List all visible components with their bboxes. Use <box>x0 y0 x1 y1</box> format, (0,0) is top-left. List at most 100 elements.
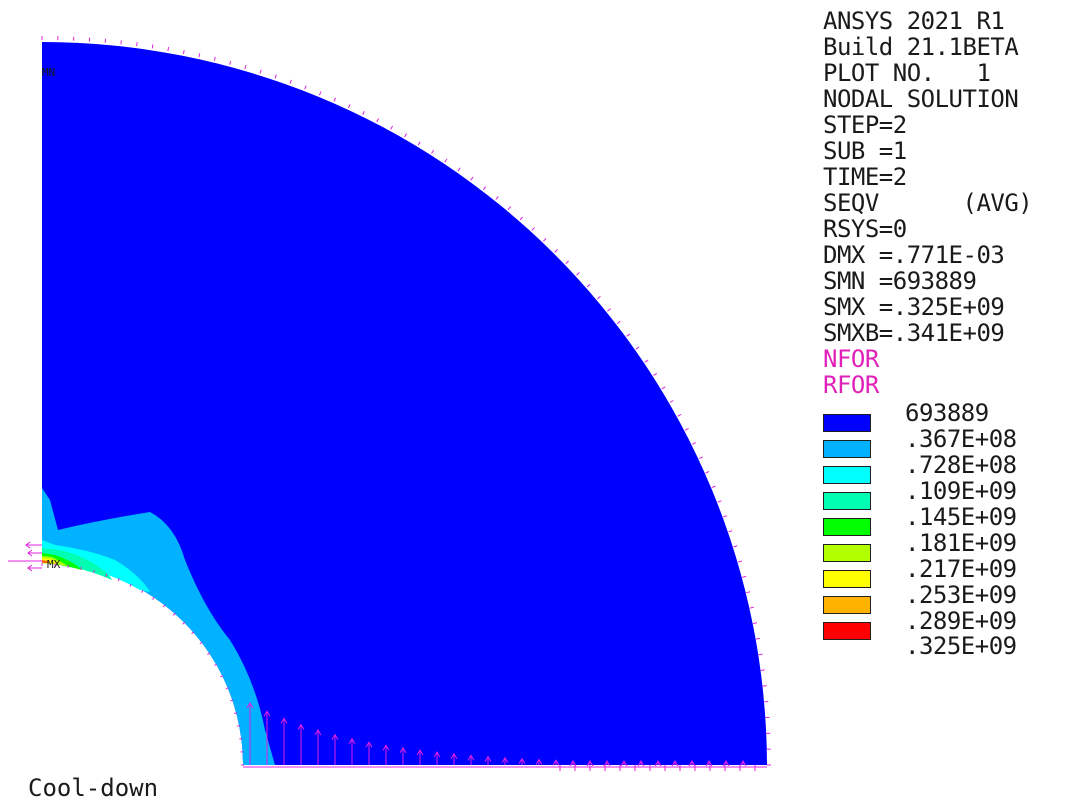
legend-label: .367E+08 <box>905 425 1017 453</box>
boundary-tick <box>507 206 511 210</box>
legend-label: .289E+09 <box>905 607 1017 635</box>
boundary-tick <box>626 333 631 337</box>
boundary-tick <box>230 699 234 702</box>
boundary-tick <box>136 42 138 47</box>
boundary-tick <box>105 573 108 577</box>
legend-label: .145E+09 <box>905 503 1017 531</box>
boundary-tick <box>362 110 365 115</box>
boundary-tick <box>644 359 649 363</box>
reaction-arrow <box>552 759 560 766</box>
legend-label: .181E+09 <box>905 529 1017 557</box>
boundary-tick <box>653 372 658 376</box>
reaction-arrow <box>348 737 356 765</box>
reaction-force-arrows <box>243 702 767 771</box>
model-region <box>42 42 767 765</box>
boundary-tick <box>737 560 743 563</box>
boundary-tick <box>404 133 407 138</box>
boundary-tick <box>554 249 558 253</box>
boundary-tick <box>705 470 710 474</box>
reaction-arrow <box>705 760 713 767</box>
boundary-tick <box>390 125 394 130</box>
info-line: ANSYS 2021 R1 <box>823 7 1005 35</box>
info-line: NODAL SOLUTION <box>823 85 1019 113</box>
boundary-tick <box>333 97 337 102</box>
boundary-tick <box>93 569 95 573</box>
reaction-arrow <box>467 754 475 765</box>
legend-row: .367E+08 <box>823 425 1073 458</box>
legend-row: .145E+09 <box>823 503 1073 536</box>
reaction-arrow <box>501 756 509 765</box>
legend-row: .109E+09 <box>823 477 1073 510</box>
reaction-arrow <box>484 755 492 765</box>
reaction-arrow <box>722 760 730 767</box>
boundary-tick <box>723 515 728 518</box>
legend-label: .728E+08 <box>905 451 1017 479</box>
boundary-tick <box>182 49 185 55</box>
stress-band-5 <box>42 556 68 566</box>
info-line: SEQV (AVG) <box>823 189 1033 217</box>
reaction-arrow <box>331 733 339 765</box>
reaction-arrow <box>450 752 458 765</box>
boundary-tick <box>597 296 601 300</box>
legend-row: .289E+09 <box>823 607 1073 640</box>
boundary-tick <box>431 149 435 154</box>
boundary-tick <box>347 104 351 109</box>
reaction-arrow <box>297 723 305 765</box>
boundary-tick <box>162 604 166 608</box>
legend-swatch <box>823 622 871 640</box>
boundary-tick <box>259 69 262 74</box>
boundary-tick <box>237 725 241 727</box>
reaction-arrow <box>569 759 577 767</box>
max-marker: MX <box>47 558 61 571</box>
reaction-arrow <box>688 760 696 767</box>
reaction-arrow <box>586 760 594 767</box>
boundary-tick <box>635 346 640 350</box>
boundary-tick <box>698 456 703 460</box>
legend-row: 693889 <box>823 399 1073 432</box>
legend-label: .217E+09 <box>905 555 1017 583</box>
info-line: PLOT NO. 1 <box>823 59 991 87</box>
boundary-tick <box>117 578 120 582</box>
boundary-tick <box>182 621 186 625</box>
legend-row: .253E+09 <box>823 582 1073 614</box>
boundary-tick <box>80 566 82 570</box>
legend-label: .109E+09 <box>905 477 1017 505</box>
boundary-tick <box>728 530 733 533</box>
boundary-tick <box>225 687 229 690</box>
boundary-tick <box>191 631 195 635</box>
info-panel: ANSYS 2021 R1 Build 21.1BETA PLOT NO. 1 NOD… <box>823 8 1073 398</box>
stress-band-3 <box>42 548 112 580</box>
boundary-tick <box>220 675 224 678</box>
boundary-tick <box>746 591 751 594</box>
boundary-ticks <box>41 36 771 766</box>
info-line: TIME=2 <box>823 163 907 191</box>
boundary-tick <box>199 641 203 645</box>
reaction-arrow <box>365 741 373 765</box>
boundary-tick <box>417 141 421 146</box>
reaction-arrow <box>739 760 747 767</box>
boundary-tick <box>758 653 763 656</box>
legend-swatch <box>823 414 871 432</box>
boundary-tick <box>304 85 307 90</box>
legend-swatch <box>823 492 871 510</box>
plot-caption: Cool-down <box>28 774 159 802</box>
boundary-tick <box>692 442 697 445</box>
boundary-tick <box>470 176 474 181</box>
boundary-tick <box>616 320 621 325</box>
boundary-tick <box>717 500 722 503</box>
boundary-tick <box>482 186 487 191</box>
legend-row: .181E+09 <box>823 529 1073 562</box>
force-label: NFOR <box>823 345 879 373</box>
info-line: SMX =.325E+09 <box>823 293 1005 321</box>
info-line: Build 21.1BETA <box>823 33 1019 61</box>
boundary-tick <box>684 427 689 431</box>
min-marker: MN <box>42 66 55 79</box>
legend-swatch <box>823 570 871 588</box>
boundary-tick <box>733 545 738 548</box>
legend-row: .728E+08 <box>823 451 1073 484</box>
boundary-tick <box>542 238 547 242</box>
legend-label: 693889 <box>905 399 989 427</box>
info-line: RSYS=0 <box>823 215 907 243</box>
boundary-tick <box>234 712 238 714</box>
